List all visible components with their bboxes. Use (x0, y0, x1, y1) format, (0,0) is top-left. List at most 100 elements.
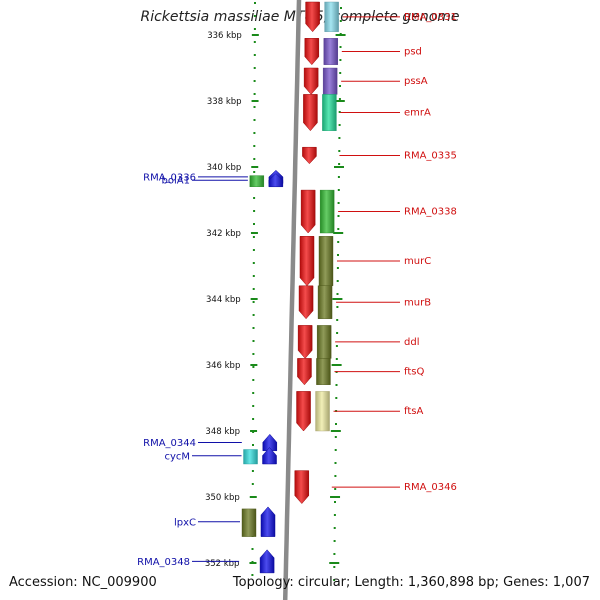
cog-category-block (316, 358, 331, 385)
tick-ring-dot (253, 41, 256, 43)
cog-category-block (317, 285, 333, 319)
reverse-cds-arrow (268, 173, 284, 188)
cog-ring-dot (336, 293, 339, 295)
cog-category-block (315, 391, 330, 432)
cog-category-block (322, 94, 337, 131)
cog-category-block (241, 508, 257, 537)
cog-ring-dot (339, 72, 342, 74)
forward-gene-label: pssA (404, 76, 428, 87)
forward-cds-arrow (297, 325, 313, 359)
kbp-tick-label: 342 kbp (206, 229, 241, 239)
cog-ring-dot (337, 228, 340, 230)
kbp-tick-label: 344 kbp (206, 295, 241, 305)
forward-cds-arrow (297, 358, 312, 386)
forward-gene-label: emrA (404, 108, 431, 119)
cog-ring-dot (338, 137, 341, 139)
tick-ring-dot (252, 249, 255, 251)
tick-ring-dot (251, 574, 254, 576)
cog-ring-dot (339, 59, 342, 61)
cog-ring-dot (339, 85, 341, 87)
cog-ring-dot (337, 176, 340, 178)
cog-category-block (319, 189, 335, 234)
forward-gene-label: murC (404, 256, 431, 267)
cog-ring-dot (336, 306, 339, 308)
kbp-tick-label: 348 kbp (205, 427, 240, 437)
reverse-gene-label: cycM (164, 451, 190, 462)
tick-ring-dot (251, 483, 254, 485)
cog-ring-dot (334, 436, 337, 438)
tick-ring-dot (252, 236, 255, 238)
tick-ring-dot (252, 288, 255, 290)
forward-cds-arrow (300, 189, 316, 234)
backbone-line (282, 0, 302, 600)
tick-ring-dot (253, 145, 256, 147)
cog-ring-dot (333, 566, 336, 568)
cog-ring-dot (335, 397, 338, 399)
tick-ring-dot (252, 444, 254, 446)
cog-ring-dot (334, 462, 337, 464)
cog-ring-dot (339, 46, 342, 48)
cog-ring-dot (334, 501, 336, 503)
cog-ring-dot (334, 488, 337, 490)
tick-ring-dot (253, 223, 255, 225)
forward-gene-label: RMA_0346 (404, 482, 457, 493)
tick-ring-dot (251, 470, 254, 472)
kbp-tick-label: 346 kbp (206, 361, 241, 371)
cog-ring-dot (335, 345, 338, 347)
cog-ring-dot (336, 332, 339, 334)
forward-cds-arrow (305, 1, 320, 33)
forward-cds-arrow (299, 236, 315, 287)
tick-ring-dot (252, 301, 255, 303)
forward-cds-arrow (303, 67, 319, 95)
cog-category-block (323, 38, 339, 65)
tick-ring-dot (253, 132, 256, 134)
forward-gene-label: RMA_0331 (404, 12, 457, 23)
tick-ring-dot (252, 262, 255, 264)
cog-category-block (249, 175, 265, 188)
cog-ring-dot (333, 553, 336, 555)
cog-ring-dot (336, 319, 339, 321)
forward-cds-arrow (303, 94, 318, 132)
cog-ring-dot (338, 98, 341, 100)
tick-ring-dot (253, 80, 256, 82)
forward-gene-label: ddl (404, 337, 419, 348)
cog-ring-dot (335, 384, 338, 386)
cog-ring-dot (335, 358, 338, 360)
cog-ring-dot (337, 254, 339, 256)
cog-ring-dot (333, 527, 336, 529)
tick-ring-dot (253, 197, 256, 199)
kbp-tick-label: 340 kbp (207, 163, 242, 173)
cog-ring-dot (336, 267, 339, 269)
reverse-gene-label: lpxC (174, 517, 196, 528)
cog-ring-dot (333, 579, 336, 581)
reverse-cds-arrow (259, 549, 275, 574)
tick-ring-dot (253, 210, 256, 212)
kbp-tick-label: 336 kbp (207, 31, 242, 41)
cog-ring-dot (334, 449, 337, 451)
cog-ring-dot (334, 475, 337, 477)
cog-ring-dot (333, 540, 336, 542)
forward-cds-arrow (294, 470, 310, 504)
reverse-cds-arrow (262, 447, 277, 465)
cog-category-block (316, 325, 332, 359)
tick-ring-dot (252, 275, 255, 277)
cog-ring-dot (337, 215, 340, 217)
forward-gene-label: murB (404, 297, 431, 308)
cog-ring-dot (338, 150, 341, 152)
reverse-cds-arrow (260, 506, 276, 537)
cog-category-block (322, 67, 338, 95)
tick-ring-dot (253, 171, 256, 173)
cog-ring-dot (339, 20, 342, 22)
reverse-gene-label: RMA_0336 (143, 172, 196, 183)
tick-ring-dot (252, 353, 255, 355)
tick-ring-dot (251, 548, 254, 550)
cog-ring-dot (336, 280, 339, 282)
tick-ring-dot (253, 119, 256, 121)
tick-ring-dot (253, 54, 256, 56)
tick-ring-dot (254, 2, 256, 4)
tick-ring-dot (252, 327, 255, 329)
tick-ring-dot (252, 405, 255, 407)
tick-ring-dot (252, 379, 255, 381)
